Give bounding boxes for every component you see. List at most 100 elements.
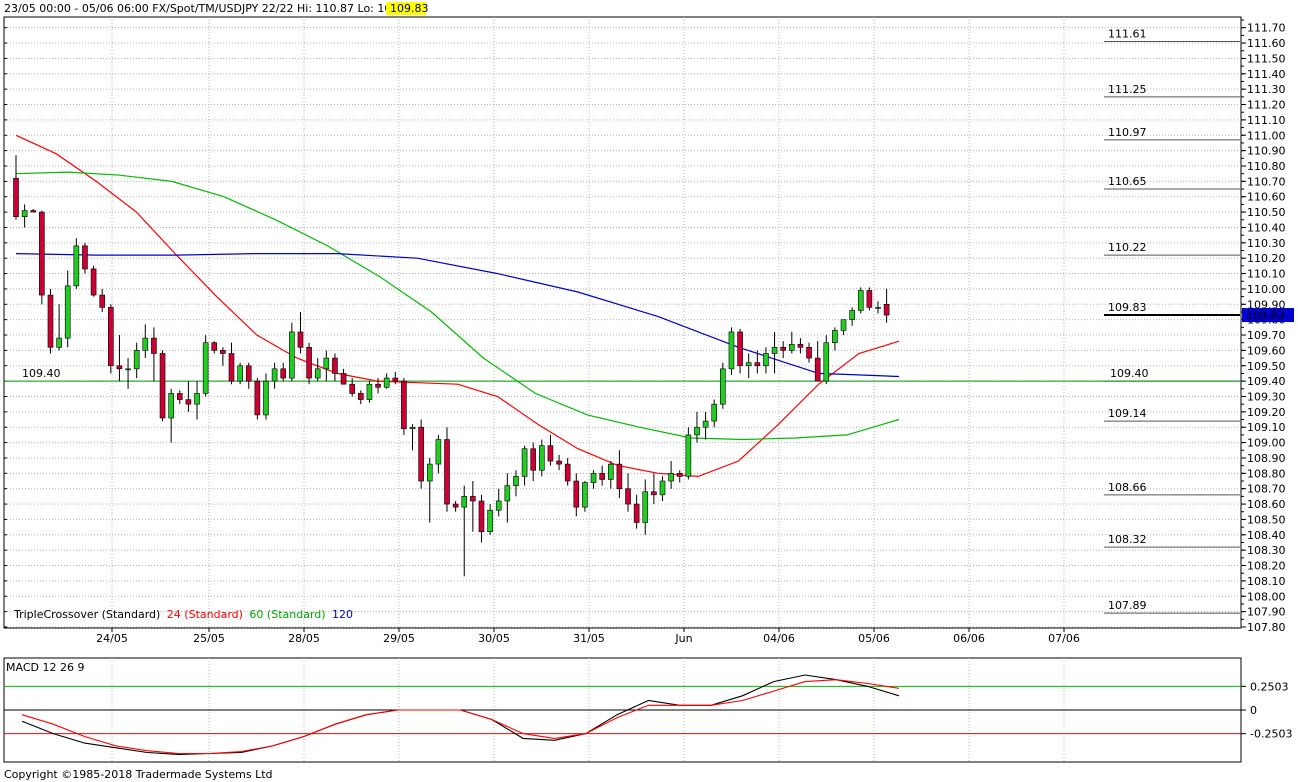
y-tick-label: 111.30	[1247, 83, 1286, 96]
candle-body	[357, 393, 364, 400]
candle-body	[866, 290, 873, 308]
candle-body	[728, 331, 735, 370]
legend-item-24: 24 (Standard)	[167, 608, 243, 621]
candle-body	[220, 350, 226, 354]
candle-body	[64, 285, 71, 339]
x-tick-label: 06/06	[953, 632, 985, 645]
reference-line: 109.40 109.40	[4, 367, 1241, 382]
level-label: 110.22	[1108, 241, 1147, 254]
x-tick-label: Jun	[674, 632, 692, 645]
candle-body	[487, 509, 493, 533]
candle-body	[340, 373, 347, 385]
candle-body	[771, 347, 778, 354]
y-tick-label: 109.10	[1247, 421, 1286, 434]
level-label: 111.25	[1108, 83, 1147, 96]
main-y-axis: 107.80 107.90 108.00 108.10 108.20 108.30 108.…	[4, 19, 1286, 634]
candle-body	[409, 426, 416, 430]
candle-body	[875, 307, 881, 309]
candle-body	[599, 473, 605, 480]
candle-body	[676, 473, 683, 477]
legend-item-60: 60 (Standard)	[249, 608, 325, 621]
candlesticks	[13, 155, 890, 577]
candle-body	[883, 303, 890, 316]
candle-body	[461, 496, 468, 508]
y-tick-label: 108.60	[1247, 498, 1286, 511]
x-tick-label: 31/05	[573, 632, 605, 645]
y-tick-label: 110.40	[1247, 221, 1286, 234]
candle-body	[642, 491, 649, 523]
y-tick-label: 110.10	[1247, 268, 1286, 281]
candle-body	[616, 463, 623, 489]
ma-line-120	[15, 253, 900, 378]
candle-body	[306, 347, 312, 379]
moving-averages	[15, 134, 900, 478]
candle-body	[651, 491, 657, 496]
candle-body	[73, 245, 80, 287]
candle-body	[297, 331, 304, 348]
candle-body	[521, 448, 528, 477]
y-tick-label: 109.20	[1247, 406, 1286, 419]
candle-body	[745, 362, 752, 367]
candle-body	[125, 368, 131, 371]
y-tick-label: 108.00	[1247, 590, 1286, 603]
y-tick-label: 108.30	[1247, 544, 1286, 557]
candle-body	[133, 350, 140, 370]
current-price-marker: 109.83	[1242, 308, 1294, 323]
candle-body	[470, 496, 476, 502]
candle-body	[168, 393, 174, 419]
candle-body	[323, 357, 330, 370]
candle-body	[763, 353, 769, 367]
level-label: 110.65	[1108, 175, 1147, 188]
level-label: 108.32	[1108, 533, 1147, 546]
candle-body	[530, 448, 537, 471]
legend-item-120: 120	[332, 608, 353, 621]
candle-body	[582, 482, 588, 508]
y-tick-label: 110.90	[1247, 145, 1286, 158]
candle-body	[564, 463, 571, 482]
candle-body	[426, 463, 433, 482]
y-tick-label: 108.10	[1247, 575, 1286, 588]
y-tick-label: 109.70	[1247, 329, 1286, 342]
candle-body	[547, 445, 554, 462]
macd-y-tick-label: 0	[1250, 704, 1257, 717]
candle-body	[711, 403, 718, 422]
y-tick-label: 111.40	[1247, 68, 1286, 81]
candle-body	[332, 357, 338, 374]
candle-body	[47, 294, 54, 348]
candle-body	[806, 347, 812, 359]
candle-body	[82, 245, 88, 270]
macd-line-macd	[21, 674, 900, 755]
candle-body	[797, 343, 804, 348]
candle-body	[56, 337, 62, 348]
y-tick-label: 111.70	[1247, 22, 1286, 35]
candle-body	[99, 294, 105, 308]
candle-body	[159, 353, 166, 419]
candle-body	[289, 331, 295, 379]
candle-body	[13, 177, 19, 217]
reference-label-left: 109.40	[22, 367, 61, 380]
macd-y-tick-label: -0.2503	[1250, 728, 1292, 741]
macd-title: MACD 12 26 9	[6, 661, 84, 674]
level-label: 109.83	[1108, 301, 1147, 314]
y-tick-label: 110.50	[1247, 206, 1286, 219]
candle-body	[392, 377, 399, 382]
ma-line-24	[15, 134, 900, 478]
candle-body	[685, 434, 692, 477]
ma-legend: TripleCrossover (Standard) 24 (Standard)…	[13, 608, 353, 621]
candle-body	[90, 268, 97, 296]
candle-body	[737, 331, 743, 367]
macd-plot: 0.2503 0 -0.2503	[4, 658, 1292, 762]
macd-y-tick-label: 0.2503	[1250, 680, 1289, 693]
x-tick-label: 28/05	[288, 632, 320, 645]
candle-body	[513, 476, 519, 486]
candle-body	[573, 480, 580, 508]
candle-body	[625, 488, 631, 505]
candle-body	[659, 480, 666, 496]
candle-body	[849, 310, 855, 320]
y-tick-label: 107.90	[1247, 606, 1286, 619]
candle-body	[590, 473, 597, 483]
y-tick-label: 110.30	[1247, 237, 1286, 250]
y-tick-label: 110.00	[1247, 283, 1286, 296]
current-price-label: 109.83	[1246, 309, 1285, 322]
candle-body	[823, 342, 830, 382]
